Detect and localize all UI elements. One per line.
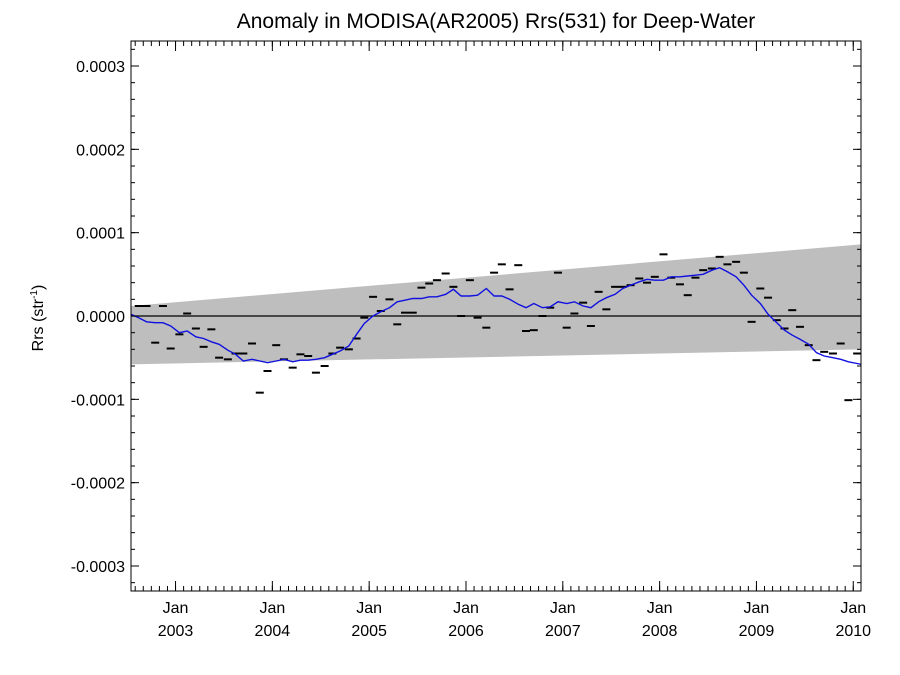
x-tick-year-label: 2004	[255, 623, 291, 640]
x-tick-year-label: 2007	[545, 623, 581, 640]
plot-area	[130, 244, 862, 402]
y-axis-label-close: )	[30, 285, 47, 290]
y-axis-label-superscript: -1	[29, 290, 40, 299]
smoothed-anomaly-line	[130, 266, 862, 365]
x-tick-month-label: Jan	[453, 600, 479, 617]
y-tick-label: -0.0003	[71, 559, 125, 576]
y-tick-label: -0.0002	[71, 476, 125, 493]
y-tick-label: -0.0001	[71, 392, 125, 409]
uncertainty-band	[131, 244, 861, 365]
x-tick-month-label: Jan	[840, 600, 866, 617]
x-tick-year-label: 2008	[642, 623, 678, 640]
x-tick-month-label: Jan	[647, 600, 673, 617]
x-tick-month-label: Jan	[744, 600, 770, 617]
y-axis: -0.0003 -0.0002 -0.0001 0.0000 0.0001 0.0002 0…	[71, 48, 861, 584]
x-tick-year-label: 2005	[351, 623, 387, 640]
x-tick-year-label: 2009	[739, 623, 775, 640]
y-tick-label: 0.0001	[76, 226, 125, 243]
y-tick-label: 0.0003	[76, 59, 125, 76]
y-axis-label-main: Rrs (str	[30, 298, 47, 351]
x-axis: Jan 2003 Jan 2004 Jan 2005 Jan 2006 Jan 2007 Jan 20…	[134, 41, 871, 640]
chart-title: Anomaly in MODISA(AR2005) Rrs(531) for D…	[237, 10, 756, 33]
y-axis-label: Rrs (str-1)	[29, 285, 47, 352]
y-tick-label: 0.0000	[76, 309, 125, 326]
x-tick-year-label: 2003	[158, 623, 194, 640]
x-tick-month-label: Jan	[259, 600, 285, 617]
x-tick-month-label: Jan	[163, 600, 189, 617]
y-tick-label: 0.0002	[76, 142, 125, 159]
x-tick-month-label: Jan	[550, 600, 576, 617]
x-tick-year-label: 2006	[448, 623, 484, 640]
monthly-anomaly-markers	[134, 253, 862, 402]
x-tick-year-label: 2010	[835, 623, 871, 640]
x-tick-month-label: Jan	[356, 600, 382, 617]
